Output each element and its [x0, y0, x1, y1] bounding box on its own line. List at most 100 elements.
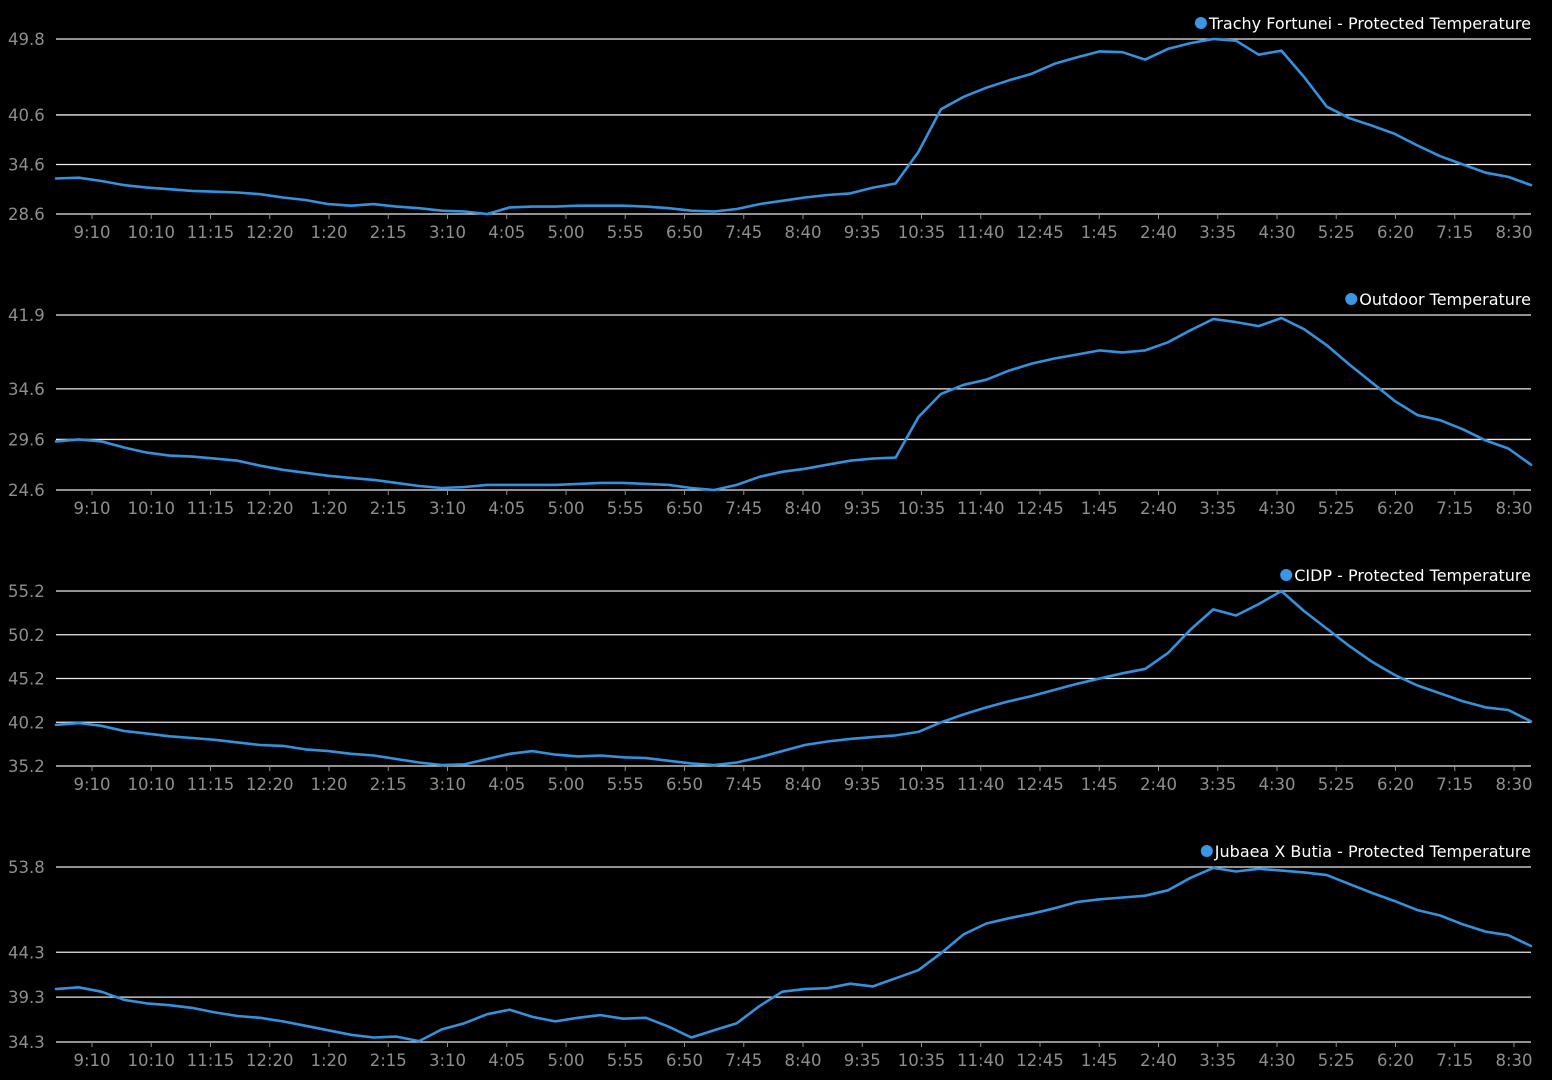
- x-tick-label: 7:15: [1436, 499, 1473, 518]
- chart-panel-3: 35.2 40.2 45.2 50.2 55.2 9:10 10:10 11:15 12:20 1…: [8, 566, 1533, 794]
- x-tick-label: 4:05: [488, 1051, 525, 1070]
- x-tick-label: 4:30: [1258, 775, 1295, 794]
- legend-dot: [1200, 845, 1213, 857]
- x-tick-label: 11:40: [957, 775, 1005, 794]
- y-tick-label: 40.6: [8, 106, 45, 125]
- x-tick-label: 2:40: [1140, 499, 1177, 518]
- y-tick-label: 55.2: [8, 582, 45, 601]
- x-tick-label: 8:40: [784, 775, 821, 794]
- x-tick-label: 9:35: [844, 499, 881, 518]
- y-tick-label: 35.2: [8, 757, 45, 776]
- x-tick-label: 11:15: [187, 499, 235, 518]
- series-line: [54, 316, 1533, 492]
- series-line: [54, 589, 1533, 767]
- x-tick-label: 6:20: [1377, 223, 1414, 242]
- x-tick-label: 3:35: [1199, 223, 1236, 242]
- x-tick-label: 5:55: [607, 775, 644, 794]
- y-tick-label: 44.3: [8, 943, 45, 962]
- x-tick-label: 4:30: [1258, 223, 1295, 242]
- x-tick-label: 1:45: [1081, 775, 1118, 794]
- legend-label: Outdoor Temperature: [1359, 290, 1531, 309]
- x-tick-label: 6:50: [666, 1051, 703, 1070]
- x-tick-label: 1:20: [310, 775, 347, 794]
- x-tick-label: 9:35: [844, 775, 881, 794]
- legend: Trachy Fortunei - Protected Temperature: [1194, 14, 1531, 33]
- series-line: [54, 866, 1533, 1043]
- x-tick-label: 2:15: [370, 775, 407, 794]
- x-tick-label: 8:40: [784, 1051, 821, 1070]
- y-tick-label: 41.9: [8, 306, 45, 325]
- x-tick-label: 8:30: [1495, 1051, 1532, 1070]
- x-tick-label: 12:45: [1016, 1051, 1064, 1070]
- x-tick-label: 10:35: [898, 775, 946, 794]
- chart-panel-2: 24.6 29.6 34.6 41.9 9:10 10:10 11:15 12:20 1:20 2…: [8, 290, 1533, 518]
- x-tick-label: 1:45: [1081, 1051, 1118, 1070]
- x-tick-label: 7:45: [725, 775, 762, 794]
- legend-dot: [1194, 17, 1207, 29]
- x-tick-label: 6:20: [1377, 1051, 1414, 1070]
- x-tick-label: 6:20: [1377, 499, 1414, 518]
- y-tick-label: 40.2: [8, 713, 45, 732]
- x-tick-label: 12:20: [246, 223, 294, 242]
- x-tick-label: 4:30: [1258, 499, 1295, 518]
- x-tick-label: 10:35: [898, 223, 946, 242]
- x-tick-label: 12:45: [1016, 775, 1064, 794]
- chart-panel-4: 34.3 39.3 44.3 53.8 9:10 10:10 11:15 12:20 1:20 2…: [8, 842, 1533, 1070]
- x-tick-label: 9:35: [844, 1051, 881, 1070]
- x-tick-label: 9:10: [73, 775, 110, 794]
- y-tick-label: 34.3: [8, 1033, 45, 1052]
- x-tick-label: 12:45: [1016, 499, 1064, 518]
- x-tick-label: 10:10: [127, 223, 175, 242]
- x-tick-label: 3:10: [429, 775, 466, 794]
- x-tick-label: 3:35: [1199, 1051, 1236, 1070]
- x-tick-label: 10:35: [898, 499, 946, 518]
- x-tick-label: 5:25: [1318, 223, 1355, 242]
- x-tick-label: 7:15: [1436, 223, 1473, 242]
- x-tick-label: 2:15: [370, 223, 407, 242]
- x-tick-label: 8:40: [784, 499, 821, 518]
- x-tick-label: 4:30: [1258, 1051, 1295, 1070]
- x-tick-label: 1:20: [310, 223, 347, 242]
- x-tick-label: 9:10: [73, 1051, 110, 1070]
- x-tick-label: 6:50: [666, 775, 703, 794]
- x-tick-label: 7:15: [1436, 1051, 1473, 1070]
- x-tick-label: 3:10: [429, 1051, 466, 1070]
- x-tick-label: 4:05: [488, 223, 525, 242]
- x-tick-label: 9:10: [73, 223, 110, 242]
- x-tick-label: 3:35: [1199, 499, 1236, 518]
- x-tick-label: 5:00: [547, 223, 584, 242]
- x-tick-label: 10:35: [898, 1051, 946, 1070]
- y-tick-label: 29.6: [8, 430, 45, 449]
- x-tick-label: 5:25: [1318, 775, 1355, 794]
- x-tick-label: 10:10: [127, 775, 175, 794]
- x-tick-label: 1:20: [310, 1051, 347, 1070]
- x-tick-label: 6:20: [1377, 775, 1414, 794]
- x-tick-label: 6:50: [666, 223, 703, 242]
- x-tick-label: 5:55: [607, 1051, 644, 1070]
- y-tick-label: 45.2: [8, 670, 45, 689]
- x-tick-label: 3:10: [429, 499, 466, 518]
- x-tick-label: 10:10: [127, 1051, 175, 1070]
- x-tick-label: 1:45: [1081, 499, 1118, 518]
- legend-label: Jubaea X Butia - Protected Temperature: [1214, 842, 1531, 861]
- x-tick-label: 6:50: [666, 499, 703, 518]
- x-tick-label: 2:40: [1140, 223, 1177, 242]
- x-tick-label: 3:35: [1199, 775, 1236, 794]
- x-tick-label: 2:15: [370, 499, 407, 518]
- x-tick-label: 11:15: [187, 223, 235, 242]
- legend-dot: [1345, 293, 1358, 305]
- series-line: [54, 37, 1533, 216]
- x-tick-label: 7:15: [1436, 775, 1473, 794]
- x-tick-label: 5:00: [547, 1051, 584, 1070]
- y-tick-label: 53.8: [8, 858, 45, 877]
- y-tick-label: 49.8: [8, 30, 45, 49]
- legend-label: Trachy Fortunei - Protected Temperature: [1208, 14, 1531, 33]
- x-tick-label: 5:25: [1318, 499, 1355, 518]
- x-tick-label: 8:30: [1495, 775, 1532, 794]
- x-tick-label: 7:45: [725, 499, 762, 518]
- x-tick-label: 5:55: [607, 223, 644, 242]
- x-tick-label: 3:10: [429, 223, 466, 242]
- legend: Outdoor Temperature: [1345, 290, 1531, 309]
- y-tick-label: 34.6: [8, 380, 45, 399]
